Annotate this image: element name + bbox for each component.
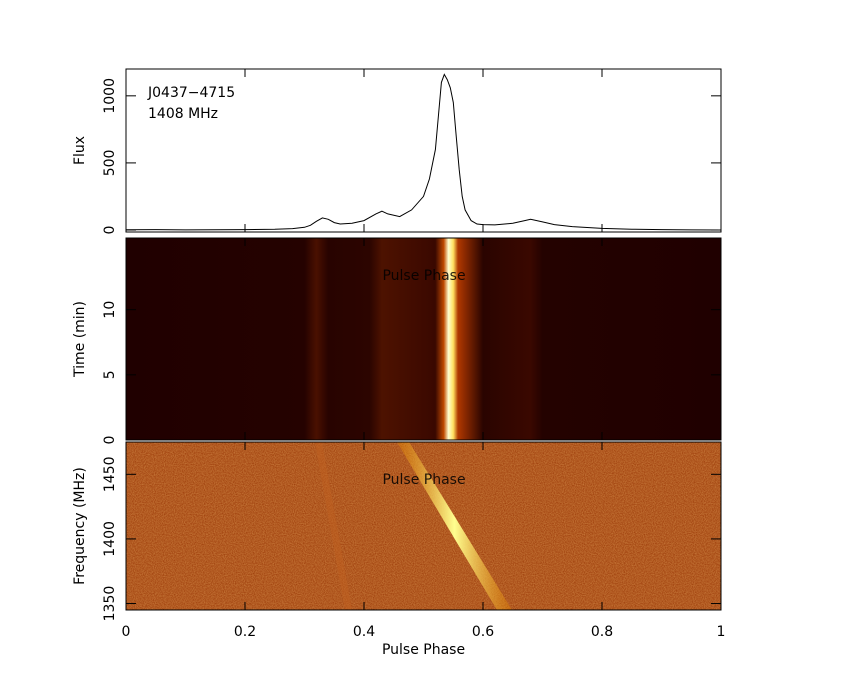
y-tick-label: 500 (102, 150, 118, 177)
time-image (126, 238, 721, 440)
annotation: Pulse Phase (382, 268, 465, 284)
freq-echo (315, 442, 352, 610)
profile-line (125, 73, 722, 231)
y-tick-label: 1400 (102, 521, 118, 557)
y-tick-label: 0 (102, 226, 118, 235)
x-tick-label: 0.4 (353, 624, 375, 640)
x-tick-label: 0 (122, 624, 131, 640)
y-axis-label: Frequency (MHz) (72, 467, 88, 585)
x-tick-label: 0.8 (591, 624, 613, 640)
y-tick-label: 1350 (102, 586, 118, 622)
y-tick-label: 1450 (102, 456, 118, 492)
y-axis-label: Time (min) (72, 301, 88, 378)
panel-frame (125, 441, 722, 611)
y-tick-label: 0 (102, 436, 118, 445)
y-tick-label: 1000 (102, 78, 118, 114)
y-axis-label: Flux (72, 136, 88, 165)
y-tick-label: 5 (102, 370, 118, 379)
x-tick-label: 1 (717, 624, 726, 640)
x-tick-label: 0.2 (234, 624, 256, 640)
freq-drift (397, 442, 512, 610)
panel-frame (125, 68, 722, 233)
x-axis-label: Pulse Phase (382, 642, 465, 658)
x-tick-label: 0.6 (472, 624, 494, 640)
annotation: 1408 MHz (148, 106, 218, 122)
annotation: J0437−4715 (147, 85, 235, 101)
annotation: Pulse Phase (382, 472, 465, 488)
panel-frame (125, 237, 722, 441)
y-tick-label: 10 (102, 301, 118, 319)
